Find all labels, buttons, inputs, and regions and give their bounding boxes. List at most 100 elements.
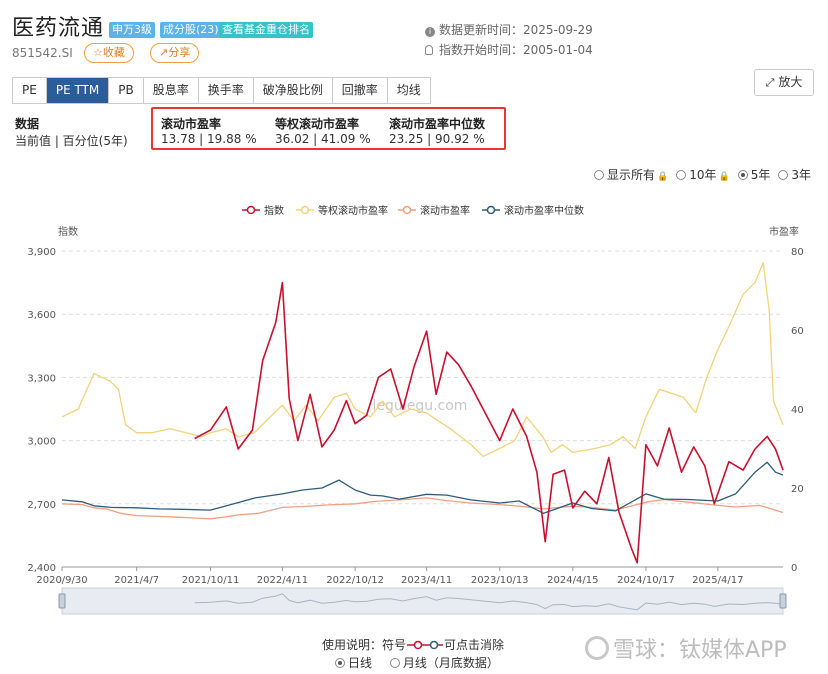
monthly-radio[interactable]: 月线（月底数据） xyxy=(389,656,499,670)
y-right-tick: 20 xyxy=(791,484,804,495)
page-title: 医药流通 xyxy=(12,16,105,41)
metric-tabs: PE PE TTM PB 股息率 换手率 破净股比例 回撤率 均线 xyxy=(12,77,431,104)
series-line-0 xyxy=(194,281,784,564)
usage-suffix: 可点击消除 xyxy=(444,638,505,652)
y-left-tick: 3,600 xyxy=(27,310,56,321)
zoom-slider-track xyxy=(61,587,784,615)
radio-dot-icon xyxy=(778,170,789,180)
range-option-label: 5年 xyxy=(750,168,771,182)
update-time: i 数据更新时间：2025-09-29 xyxy=(425,21,593,38)
frequency-selector: 日线 月线（月底数据） xyxy=(335,654,499,671)
zoom-handle-left[interactable] xyxy=(58,593,66,609)
range-selector: 显示所有 🔒 10年 🔒 5年 3年 xyxy=(594,166,819,183)
watermark-text: 雪球：钛媒体APP xyxy=(613,638,787,663)
x-tick-label: 2021/10/11 xyxy=(182,575,240,586)
radio-dot-icon xyxy=(594,170,604,180)
series-line-2 xyxy=(61,497,784,520)
xueqiu-watermark: 雪球：钛媒体APP xyxy=(585,632,787,664)
y-left-tick: 3,300 xyxy=(27,373,56,384)
pe-chart: 指数 等权滚动市盈率 滚动市盈率 滚动市盈率中位数 3,900 3,600 3,300 3,… xyxy=(27,204,804,615)
y-right-title: 市盈率 xyxy=(769,225,799,238)
legend-item-3[interactable]: 滚动市盈率中位数 xyxy=(482,204,584,217)
tab-5[interactable]: 破净股比例 xyxy=(254,78,333,103)
zoom-label: 放大 xyxy=(778,75,803,89)
tag-1[interactable]: 成分股(23) xyxy=(160,22,222,38)
series-line-1 xyxy=(61,262,784,458)
radio-dot-icon xyxy=(389,658,400,668)
expand-icon: ⤢ xyxy=(765,76,775,89)
svg-text:滚动市盈率: 滚动市盈率 xyxy=(420,204,470,217)
start-time: 指数开始时间：2005-01-04 xyxy=(425,41,593,58)
daily-radio[interactable]: 日线 xyxy=(335,656,372,670)
favorite-button[interactable]: ☆收藏 xyxy=(84,43,134,63)
range-option-label: 显示所有 xyxy=(607,168,656,182)
info-icon: i xyxy=(425,27,435,37)
radio-dot-icon xyxy=(676,170,687,180)
legend-item-2[interactable]: 滚动市盈率 xyxy=(398,204,470,217)
svg-text:等权滚动市盈率: 等权滚动市盈率 xyxy=(318,204,388,217)
stat-name-equal: 等权滚动市盈率 xyxy=(275,117,360,131)
stat-name-median: 滚动市盈率中位数 xyxy=(389,117,486,131)
legend-item-0[interactable]: 指数 xyxy=(242,204,284,217)
lock-icon: 🔒 xyxy=(657,172,669,182)
y-left-title: 指数 xyxy=(58,225,78,238)
usage-note: 使用说明：符号 可点击消除 xyxy=(322,636,504,653)
zoom-slider-preview xyxy=(194,593,784,611)
stats-highlight-box xyxy=(151,107,506,150)
stats-row-sub: 当前值 | 百分位(5年) xyxy=(15,134,128,148)
range-option-label: 3年 xyxy=(791,168,812,182)
range-option-3[interactable]: 3年 xyxy=(778,168,811,182)
monthly-label: 月线（月底数据） xyxy=(402,656,499,670)
share-button[interactable]: ↗分享 xyxy=(150,43,200,63)
x-tick-label: 2022/10/12 xyxy=(326,575,384,586)
radio-dot-icon xyxy=(737,170,748,180)
series-line-3 xyxy=(61,461,784,514)
radio-dot-icon xyxy=(335,658,345,668)
x-tick-label: 2024/10/17 xyxy=(617,575,675,586)
y-left-tick: 3,000 xyxy=(27,437,56,448)
legend-item-1[interactable]: 等权滚动市盈率 xyxy=(296,204,388,217)
y-left-tick: 2,400 xyxy=(27,563,56,574)
tab-1[interactable]: PE TTM xyxy=(46,78,110,103)
site-watermark: legulegu.com xyxy=(373,398,468,414)
x-tick-label: 2021/4/7 xyxy=(114,575,159,586)
tab-3[interactable]: 股息率 xyxy=(144,78,199,103)
y-right-tick: 0 xyxy=(791,563,797,574)
range-option-2[interactable]: 5年 xyxy=(737,168,771,182)
x-tick-label: 2023/10/13 xyxy=(471,575,529,586)
zoom-handle-right[interactable] xyxy=(779,593,787,609)
y-left-tick: 2,700 xyxy=(27,500,56,511)
y-right-tick: 60 xyxy=(791,326,804,337)
stat-name-pe: 滚动市盈率 xyxy=(161,117,222,131)
snowball-icon xyxy=(585,636,609,660)
svg-text:滚动市盈率中位数: 滚动市盈率中位数 xyxy=(504,204,584,217)
x-tick-label: 2020/9/30 xyxy=(36,575,87,586)
x-tick-label: 2025/4/17 xyxy=(692,575,743,586)
y-left-tick: 3,900 xyxy=(27,247,56,258)
x-tick-label: 2024/4/15 xyxy=(547,575,598,586)
update-time-value: 2025-09-29 xyxy=(523,23,593,37)
start-time-label: 指数开始时间： xyxy=(439,43,524,57)
tab-6[interactable]: 回撤率 xyxy=(333,78,388,103)
tab-2[interactable]: PB xyxy=(109,78,144,103)
stat-value-pe: 13.78 | 19.88 % xyxy=(161,132,257,146)
legend-symbol-icon xyxy=(407,640,444,649)
zoom-button[interactable]: ⤢ 放大 xyxy=(754,69,814,96)
usage-label: 使用说明：符号 xyxy=(322,638,407,652)
tab-4[interactable]: 换手率 xyxy=(199,78,254,103)
tab-0[interactable]: PE xyxy=(13,78,47,103)
x-tick-label: 2023/4/11 xyxy=(401,575,452,586)
range-option-1[interactable]: 10年 🔒 xyxy=(676,168,730,182)
stats-row-label: 数据 xyxy=(15,117,40,131)
update-time-label: 数据更新时间： xyxy=(439,23,524,37)
range-option-label: 10年 xyxy=(689,168,717,182)
range-option-0[interactable]: 显示所有 🔒 xyxy=(594,168,668,182)
tag-2[interactable]: 查看基金重仓排名 xyxy=(219,22,313,38)
start-time-value: 2005-01-04 xyxy=(523,43,593,57)
daily-label: 日线 xyxy=(348,656,373,670)
svg-text:指数: 指数 xyxy=(264,204,284,217)
x-tick-label: 2022/4/11 xyxy=(257,575,308,586)
tab-7[interactable]: 均线 xyxy=(396,83,421,97)
tag-0[interactable]: 申万3级 xyxy=(109,22,155,38)
stat-value-median: 23.25 | 90.92 % xyxy=(389,132,485,146)
